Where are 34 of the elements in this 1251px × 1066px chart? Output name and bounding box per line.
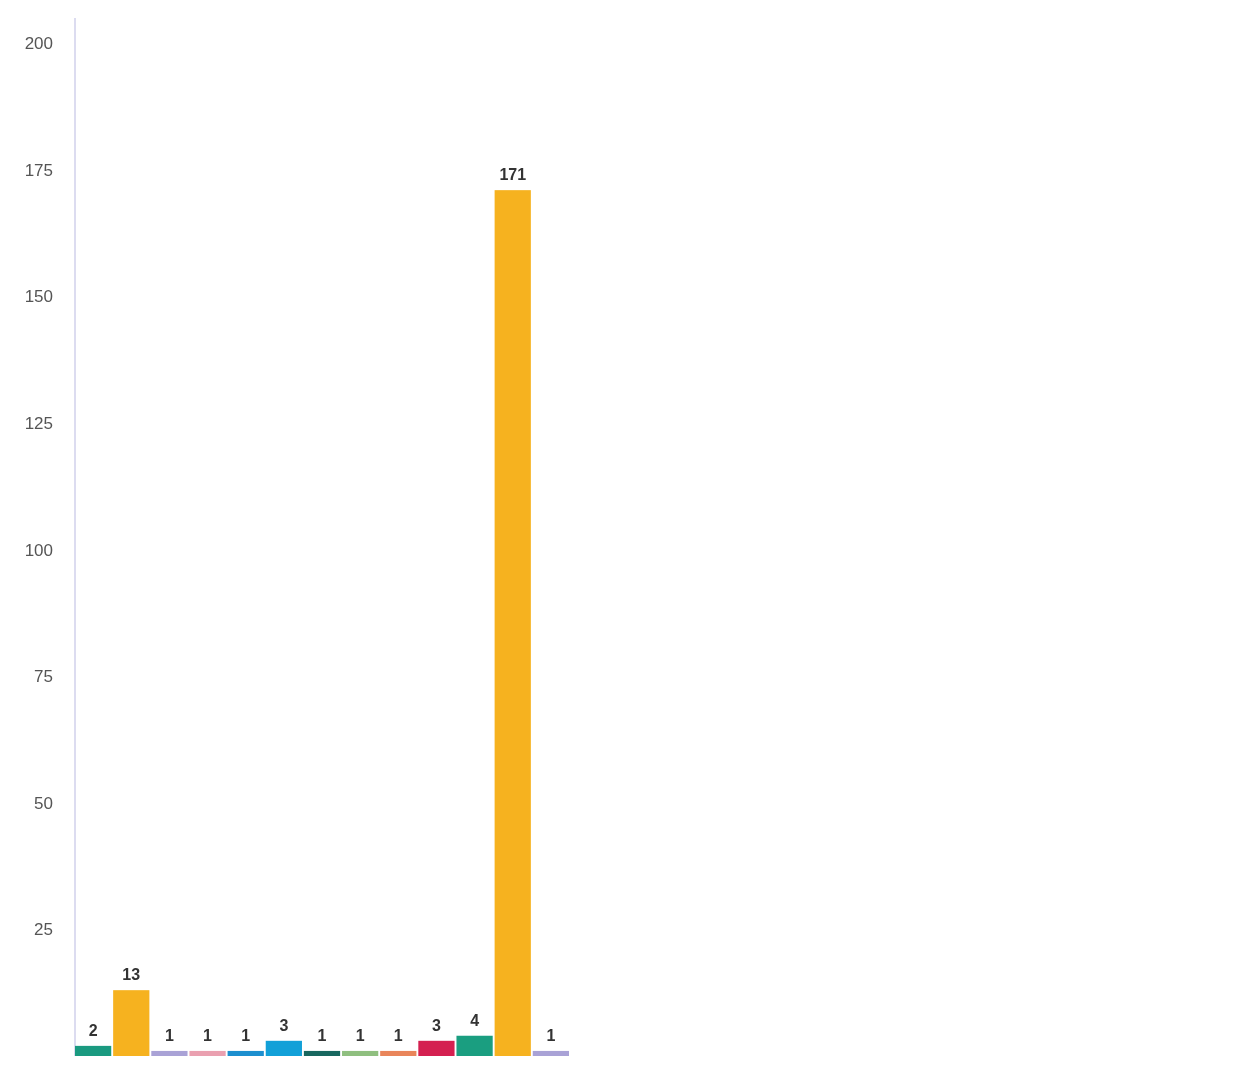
bar [303,1050,341,1056]
data-label: 1 [546,1026,556,1044]
bar [227,1050,264,1056]
data-label: 13 [122,966,141,984]
data-label: 4 [470,1011,480,1029]
data-label: 3 [279,1016,289,1034]
y-tick-label: 150 [24,287,53,307]
data-label: 2 [88,1021,98,1039]
y-tick-label: 125 [24,414,53,434]
data-label: 171 [499,166,527,184]
bar [151,1050,188,1056]
data-label: 1 [164,1026,174,1044]
bar [75,1045,112,1056]
data-label: 1 [203,1026,213,1044]
bar [532,1050,569,1056]
bar [494,190,531,1056]
bar [265,1040,302,1056]
data-label: 1 [317,1026,327,1044]
y-tick-label: 25 [34,920,53,940]
y-tick-label: 175 [24,160,53,180]
bar [418,1040,455,1056]
data-label: 1 [393,1026,403,1044]
data-label: 3 [431,1016,441,1034]
bar [380,1050,417,1056]
data-label: 1 [241,1026,251,1044]
bar [113,990,150,1056]
y-tick-label: 75 [34,667,53,687]
y-tick-label: 200 [24,34,53,54]
bar [189,1050,226,1056]
y-tick-label: 100 [24,540,53,560]
bar [456,1035,493,1056]
y-tick-label: 50 [34,793,53,813]
data-label: 1 [355,1026,365,1044]
bar [342,1050,379,1056]
